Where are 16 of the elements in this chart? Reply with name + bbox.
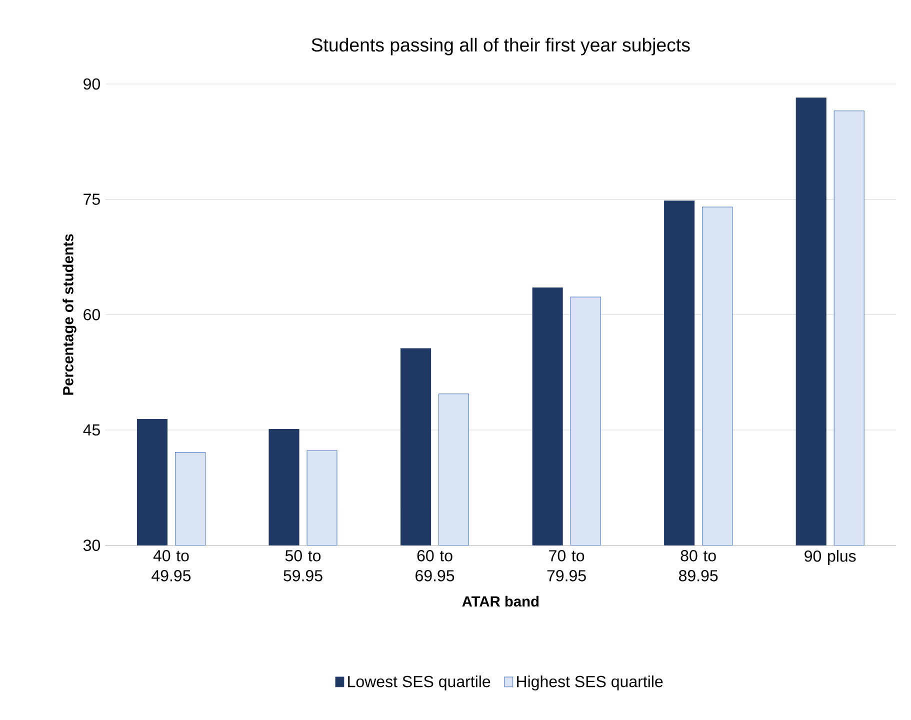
y-tick-label: 90 bbox=[84, 78, 100, 90]
y-tick-label: 60 bbox=[84, 309, 100, 320]
legend-label: Lowest SES quartile bbox=[348, 675, 490, 690]
x-tick-label: 50 to 59.95 bbox=[284, 550, 322, 582]
x-tick-label: 80 to 89.95 bbox=[679, 550, 718, 582]
legend-label: Highest SES quartile bbox=[517, 675, 663, 690]
y-tick-label: 30 bbox=[83, 540, 100, 551]
y-tick-label: 45 bbox=[83, 424, 100, 436]
x-tick-label: 60 to 69.95 bbox=[416, 550, 454, 582]
chart-title: Students passing all of their first year subjects bbox=[312, 38, 690, 56]
x-tick-label: 40 to 49.95 bbox=[152, 550, 191, 582]
x-axis-title: ATAR band bbox=[462, 596, 539, 607]
x-tick-label: 90 plus bbox=[804, 550, 856, 565]
x-tick-label: 70 to 79.95 bbox=[547, 550, 586, 582]
y-tick-label: 75 bbox=[84, 194, 100, 205]
y-axis-title: Percentage of students bbox=[62, 234, 76, 395]
